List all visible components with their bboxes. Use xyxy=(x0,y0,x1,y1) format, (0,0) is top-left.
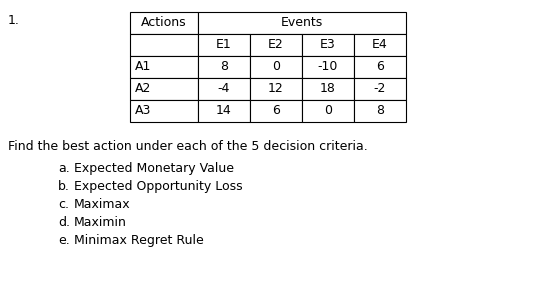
Text: 1.: 1. xyxy=(8,14,20,27)
Bar xyxy=(250,56,302,78)
Text: 0: 0 xyxy=(324,104,332,118)
Text: E2: E2 xyxy=(268,38,284,52)
Text: -2: -2 xyxy=(374,83,386,95)
Bar xyxy=(130,34,198,56)
Text: -4: -4 xyxy=(218,83,230,95)
Text: -10: -10 xyxy=(318,60,338,73)
Text: Actions: Actions xyxy=(141,17,187,29)
Text: 6: 6 xyxy=(272,104,280,118)
Text: d.: d. xyxy=(58,216,70,229)
Text: E1: E1 xyxy=(216,38,232,52)
Text: 18: 18 xyxy=(320,83,336,95)
Text: 12: 12 xyxy=(268,83,284,95)
Bar xyxy=(198,34,250,56)
Text: Maximax: Maximax xyxy=(74,198,130,211)
Text: c.: c. xyxy=(58,198,69,211)
Bar xyxy=(130,100,198,122)
Text: A3: A3 xyxy=(135,104,151,118)
Bar xyxy=(250,34,302,56)
Text: E4: E4 xyxy=(372,38,388,52)
Bar xyxy=(354,100,406,122)
Text: 14: 14 xyxy=(216,104,232,118)
Text: 0: 0 xyxy=(272,60,280,73)
Bar xyxy=(302,78,354,100)
Bar xyxy=(130,12,198,34)
Bar xyxy=(354,78,406,100)
Text: A1: A1 xyxy=(135,60,151,73)
Bar xyxy=(302,56,354,78)
Bar xyxy=(130,56,198,78)
Bar xyxy=(130,78,198,100)
Text: Expected Opportunity Loss: Expected Opportunity Loss xyxy=(74,180,243,193)
Bar xyxy=(250,100,302,122)
Bar xyxy=(198,100,250,122)
Text: e.: e. xyxy=(58,234,70,247)
Text: E3: E3 xyxy=(320,38,336,52)
Bar xyxy=(302,100,354,122)
Bar xyxy=(250,78,302,100)
Text: a.: a. xyxy=(58,162,70,175)
Text: Find the best action under each of the 5 decision criteria.: Find the best action under each of the 5… xyxy=(8,140,368,153)
Bar xyxy=(198,56,250,78)
Text: b.: b. xyxy=(58,180,70,193)
Bar xyxy=(302,34,354,56)
Text: Minimax Regret Rule: Minimax Regret Rule xyxy=(74,234,204,247)
Bar xyxy=(198,78,250,100)
Bar xyxy=(354,56,406,78)
Bar xyxy=(198,12,406,34)
Text: Maximin: Maximin xyxy=(74,216,127,229)
Text: 8: 8 xyxy=(220,60,228,73)
Text: 8: 8 xyxy=(376,104,384,118)
Text: Events: Events xyxy=(281,17,323,29)
Bar xyxy=(354,34,406,56)
Text: A2: A2 xyxy=(135,83,151,95)
Text: Expected Monetary Value: Expected Monetary Value xyxy=(74,162,234,175)
Text: 6: 6 xyxy=(376,60,384,73)
